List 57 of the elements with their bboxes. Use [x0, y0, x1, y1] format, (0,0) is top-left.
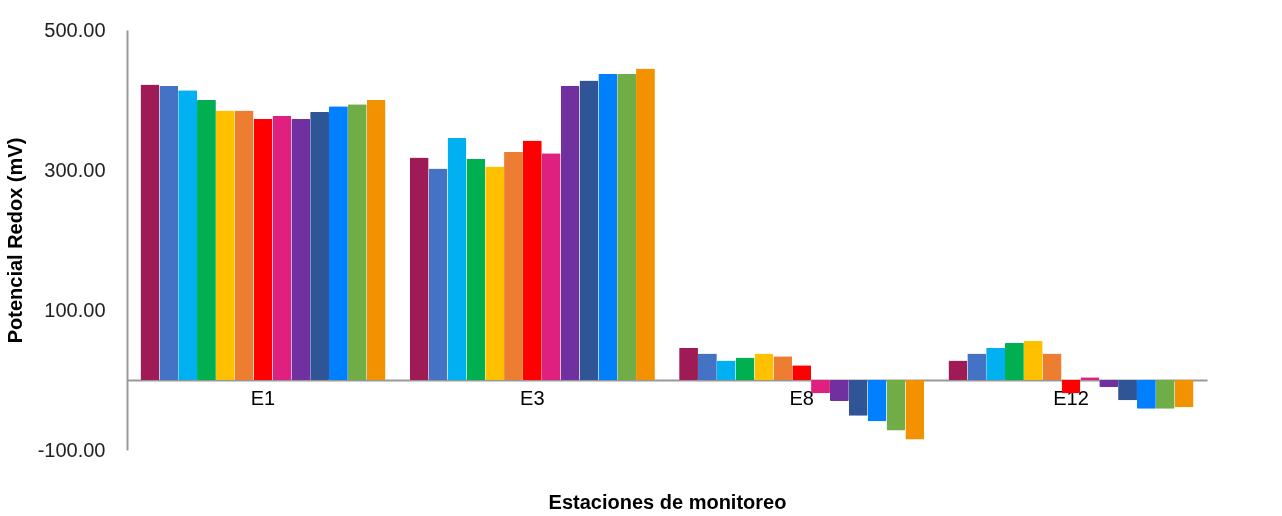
bar	[829, 380, 849, 401]
bar	[178, 90, 198, 380]
bar	[1042, 353, 1062, 380]
bar	[735, 357, 755, 380]
bar	[986, 347, 1005, 380]
bar	[215, 110, 235, 380]
bar	[716, 360, 736, 380]
bar	[1005, 342, 1024, 380]
bar	[1136, 380, 1156, 409]
bar	[886, 380, 906, 431]
bar	[867, 380, 887, 422]
bar	[347, 104, 367, 380]
x-axis-title: Estaciones de monitoreo	[548, 490, 787, 513]
bar	[329, 106, 348, 380]
bar	[428, 168, 448, 380]
bar	[1023, 340, 1043, 380]
bar	[1174, 380, 1194, 408]
bar	[1155, 380, 1175, 409]
bar	[579, 80, 599, 380]
bar	[522, 140, 542, 380]
bar	[366, 100, 386, 380]
bar	[541, 153, 561, 380]
x-tick-label: E8	[789, 386, 814, 409]
bar	[291, 118, 311, 380]
bar	[409, 157, 429, 380]
bar	[197, 100, 216, 380]
bar	[905, 380, 925, 440]
bar	[466, 158, 486, 380]
bar	[792, 365, 812, 380]
bar	[253, 118, 273, 380]
x-tick-label: E1	[250, 386, 276, 409]
bar	[485, 166, 505, 380]
bar	[636, 68, 655, 380]
bar	[504, 151, 523, 380]
bar	[234, 110, 254, 380]
y-tick-label: 100.00	[44, 298, 106, 321]
bar	[679, 347, 698, 380]
y-tick-label: 300.00	[44, 158, 106, 181]
y-tick-label: 500.00	[44, 18, 106, 41]
bar	[848, 380, 868, 416]
x-tick-label: E3	[520, 386, 545, 409]
bar	[617, 74, 637, 380]
bar	[598, 74, 618, 380]
bar	[140, 84, 160, 380]
y-axis-title: Potencial Redox (mV)	[3, 137, 26, 344]
bar	[560, 86, 580, 380]
bar	[159, 86, 179, 380]
bar	[948, 360, 968, 380]
bar	[697, 353, 717, 380]
bar	[1099, 380, 1119, 387]
bar	[754, 353, 774, 380]
bar	[272, 116, 292, 380]
bar	[967, 353, 987, 380]
bar	[310, 111, 329, 380]
bar	[447, 137, 467, 380]
bar	[773, 356, 793, 380]
y-tick-label: -100.00	[37, 438, 106, 461]
